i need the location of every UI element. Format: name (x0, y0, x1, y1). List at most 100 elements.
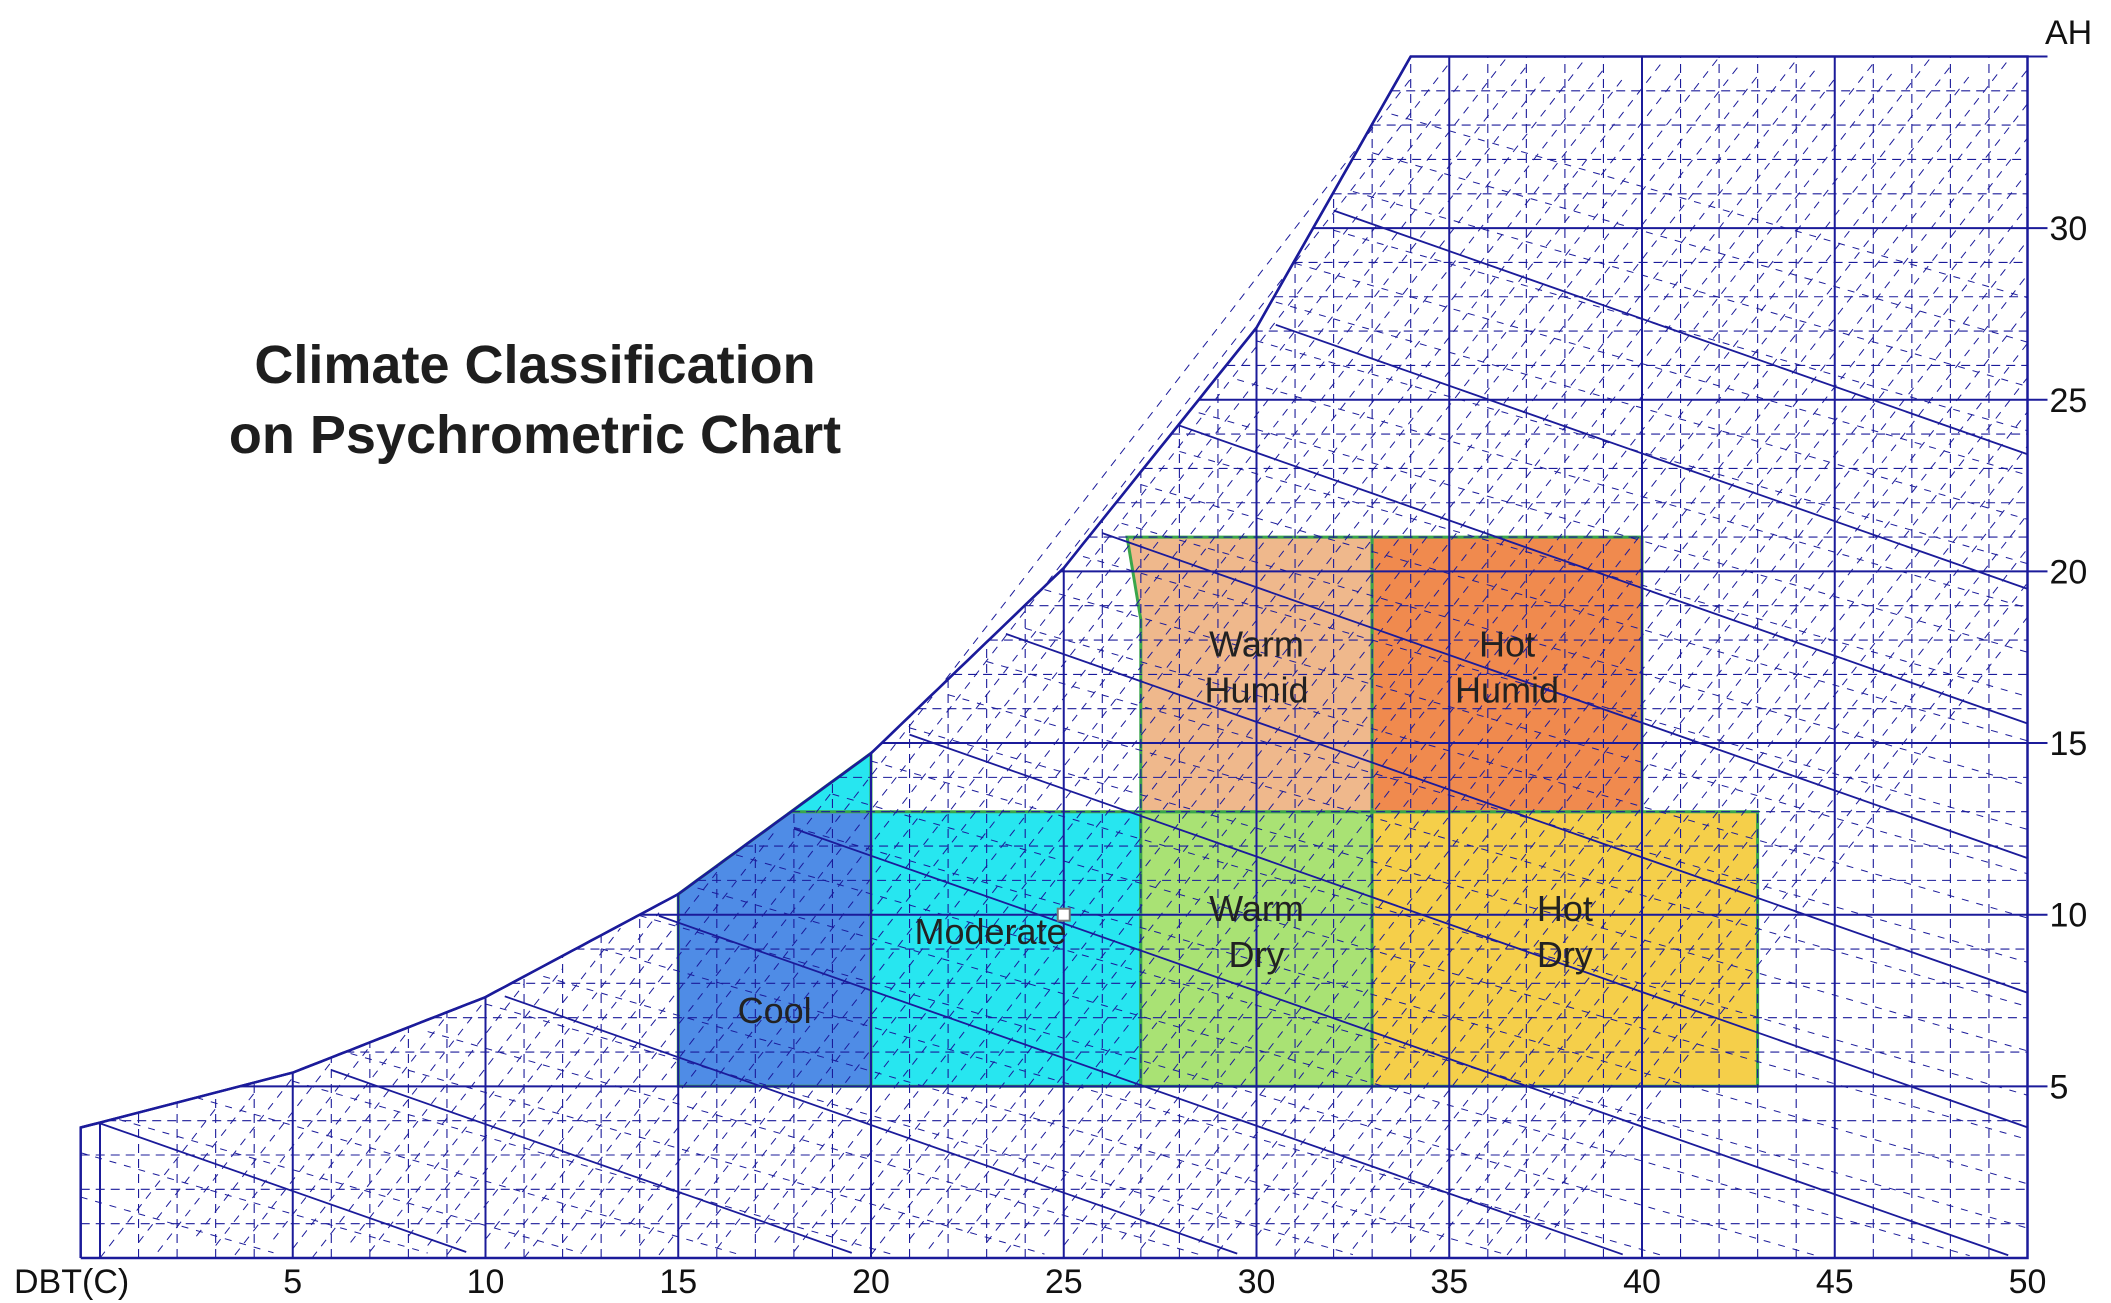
x-tick-label: 35 (1430, 1263, 1468, 1301)
dashed-diagonal-line (485, 1003, 1354, 1256)
dashed-diagonal-line (1429, 479, 2028, 1253)
dashed-diagonal-line (1352, 377, 2028, 1249)
zone-label-cool: Cool (738, 990, 812, 1031)
y-tick-label: 15 (2050, 725, 2088, 763)
enthalpy-line (99, 1122, 467, 1253)
dashed-diagonal-line (119, 1119, 583, 1254)
dashed-diagonal-line (1506, 582, 2028, 1256)
dashed-diagonal-line (1063, 75, 1971, 1246)
dashed-diagonal-line (966, 63, 1874, 1234)
enthalpy-line (1179, 424, 2028, 725)
dashed-diagonal-line (1545, 616, 2028, 1240)
enthalpy-line (331, 1069, 853, 1254)
zone-label-warm-humid: Warm (1209, 624, 1304, 665)
x-tick-label: 50 (2009, 1263, 2047, 1301)
dashed-diagonal-line (138, 1092, 255, 1243)
dashed-diagonal-line (928, 78, 1836, 1249)
dashed-diagonal-line (292, 1080, 891, 1255)
dashed-diagonal-line (909, 69, 1816, 1240)
dashed-diagonal-line (1198, 171, 2028, 1243)
dashed-diagonal-line (832, 66, 1739, 1237)
dashed-diagonal-line (1391, 113, 2028, 299)
dashed-diagonal-line (1179, 450, 2028, 698)
dashed-diagonal-line (793, 826, 2028, 1185)
dashed-diagonal-line (1121, 522, 2028, 786)
dashed-diagonal-line (1352, 191, 2028, 387)
dashed-diagonal-line (716, 78, 1624, 1249)
zone-label-hot-dry: Dry (1537, 934, 1593, 975)
dashed-diagonal-line (1179, 137, 2028, 1234)
zone-label-warm-humid: Humid (1204, 670, 1308, 711)
dashed-diagonal-line (196, 1097, 737, 1255)
zone-label-hot-dry: Hot (1537, 888, 1593, 929)
grid-group (79, 55, 2048, 1260)
x-tick-label: 40 (1623, 1263, 1661, 1301)
dashed-diagonal-line (581, 56, 1508, 1253)
dashed-diagonal-line (523, 63, 1450, 1259)
zone-label-warm-dry: Dry (1229, 934, 1285, 975)
dashed-diagonal-line (99, 1108, 217, 1259)
dashed-diagonal-line (485, 791, 833, 1240)
saturation-curve (80, 55, 1412, 1129)
dashed-diagonal-line (774, 72, 1681, 1243)
x-tick-label: 45 (1816, 1263, 1854, 1301)
dashed-diagonal-line (832, 793, 2028, 1140)
dashed-diagonal-line (947, 694, 2028, 1008)
dashed-diagonal-line (1044, 589, 2028, 875)
dashed-diagonal-line (1468, 514, 2028, 1237)
dashed-diagonal-line (851, 75, 1759, 1246)
label-group: Climate Classification on Psychrometric … (14, 14, 2092, 1301)
dashed-diagonal-line (195, 1061, 332, 1237)
dashed-diagonal-line (601, 948, 1662, 1256)
dashed-diagonal-line (80, 1152, 428, 1254)
dashed-diagonal-line (697, 887, 1970, 1257)
enthalpy-line (658, 915, 1624, 1256)
dashed-diagonal-line (986, 72, 1893, 1243)
dashed-diagonal-line (1237, 379, 2028, 609)
zone-label-hot-humid: Hot (1479, 624, 1535, 665)
marker-square (1056, 907, 1071, 922)
dashed-diagonal-line (754, 63, 1662, 1234)
dashed-diagonal-line (1044, 66, 1951, 1237)
zone-label-moderate: Moderate (914, 911, 1066, 952)
chart-title-line-1: Climate Classification (254, 335, 815, 395)
dashed-diagonal-line (1333, 229, 2028, 432)
y-tick-label: 25 (2050, 382, 2088, 420)
dashed-diagonal-line (504, 78, 1412, 1249)
enthalpy-line (1275, 323, 2028, 590)
x-tick-label: 25 (1045, 1263, 1083, 1301)
dashed-diagonal-line (870, 760, 2028, 1096)
zone-label-hot-humid: Humid (1455, 670, 1559, 711)
y-tick-label: 30 (2050, 210, 2088, 248)
dashed-diagonal-line (311, 983, 525, 1259)
dashed-diagonal-line (1005, 56, 1932, 1253)
dashed-diagonal-line (350, 1053, 1045, 1255)
dashed-diagonal-line (1275, 274, 2028, 1246)
dashed-diagonal-line (157, 1077, 294, 1253)
dashed-diagonal-line (986, 661, 2028, 963)
dashed-diagonal-line (870, 59, 1797, 1256)
y-tick-label: 10 (2050, 897, 2088, 935)
dashed-diagonal-line (215, 1046, 371, 1246)
zone-label-warm-dry: Warm (1209, 888, 1304, 929)
y-tick-label: 5 (2050, 1068, 2069, 1106)
dashed-diagonal-line (1294, 262, 2028, 476)
y-axis-label: AH (2045, 14, 2092, 52)
x-tick-label: 30 (1238, 1263, 1276, 1301)
y-tick-label: 20 (2050, 553, 2088, 591)
dashed-diagonal-line (80, 1196, 274, 1254)
enthalpy-line (504, 995, 1238, 1255)
dashed-diagonal-line (1294, 308, 2028, 1256)
dashed-diagonal-line (1410, 445, 2028, 1243)
enthalpy-line (793, 827, 2009, 1257)
dashed-diagonal-line (793, 56, 1720, 1253)
dashed-diagonal-line (562, 72, 1469, 1243)
x-tick-label: 5 (283, 1263, 302, 1301)
dashed-diagonal-line (639, 75, 1547, 1246)
dashed-diagonal-line (1140, 103, 2028, 1249)
dashed-diagonal-line (1275, 301, 2028, 520)
dashed-diagonal-line (292, 999, 486, 1249)
dashed-diagonal-line (1140, 484, 2028, 742)
